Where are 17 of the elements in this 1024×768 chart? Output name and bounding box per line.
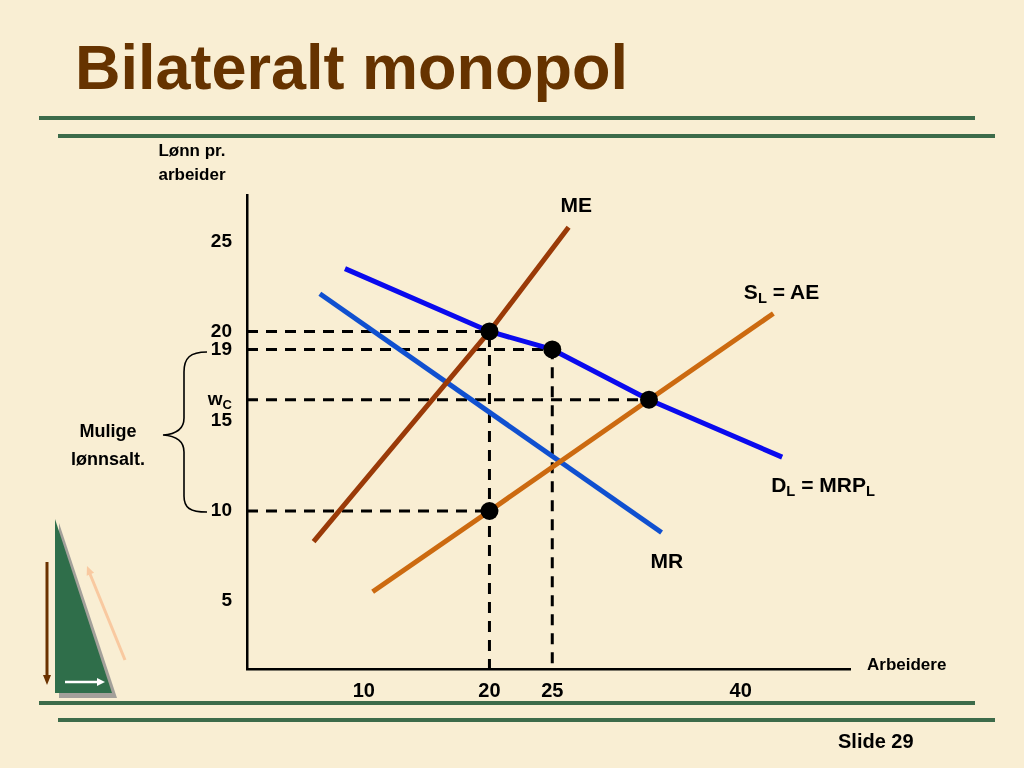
x-tick-label: 10 bbox=[352, 678, 375, 701]
y-axis-title: Lønn pr. arbeider bbox=[157, 140, 227, 186]
series-label: MR bbox=[650, 548, 684, 573]
chart-title: Bilateralt monopol bbox=[75, 32, 629, 102]
y-tick-label: 10 bbox=[210, 499, 233, 521]
x-tick-label: 20 bbox=[478, 678, 501, 701]
y-tick-label: 25 bbox=[210, 229, 233, 251]
text: Mulige lønnsalt. bbox=[70, 420, 146, 471]
y-tick-label: 5 bbox=[221, 589, 233, 611]
series-label: D$_{L}$ = MRP$_{L}$ bbox=[771, 473, 875, 499]
series-label: S$_{L}$ = AE bbox=[743, 279, 820, 306]
x-axis-title: Arbeidere bbox=[867, 655, 947, 675]
text: Slide 29 bbox=[838, 729, 914, 753]
series-label: ME bbox=[560, 193, 593, 218]
x-tick-label: 40 bbox=[729, 678, 752, 701]
x-tick-label: 25 bbox=[541, 678, 564, 701]
y-tick-label: 15 bbox=[210, 409, 233, 431]
